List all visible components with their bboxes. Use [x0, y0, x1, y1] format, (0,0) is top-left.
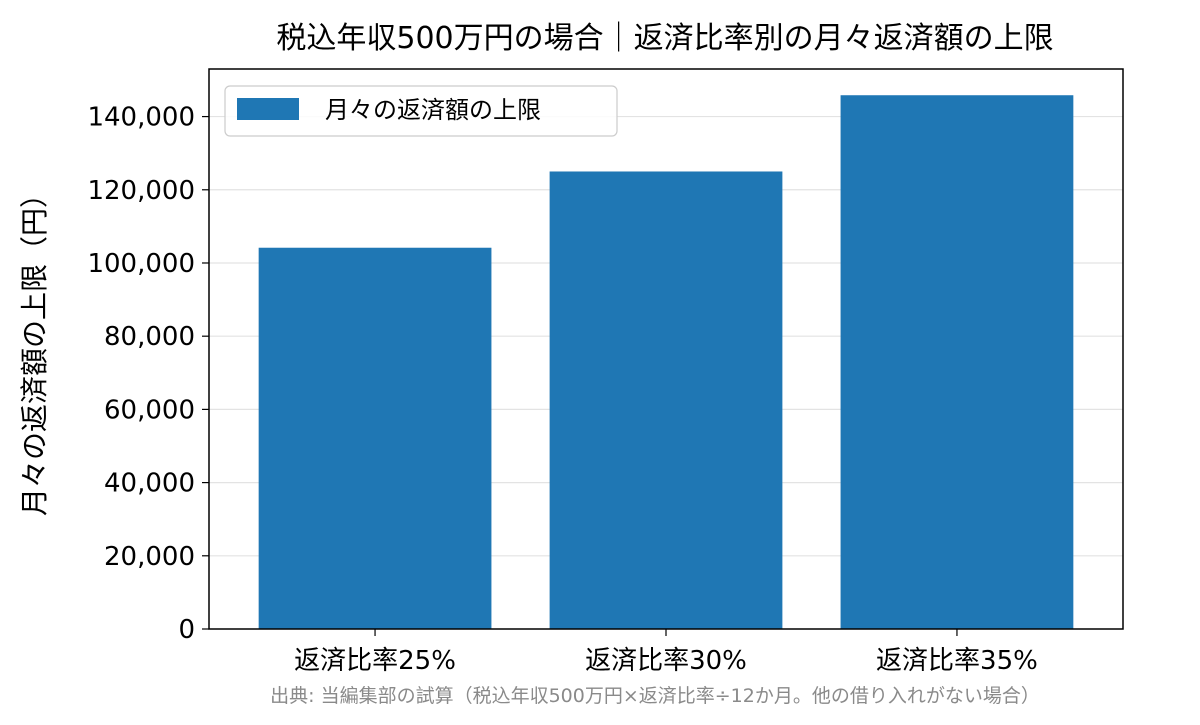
y-tick-label: 0 [178, 615, 195, 645]
bars [258, 95, 1074, 630]
bar [258, 247, 492, 629]
x-tick-label: 返済比率35% [876, 646, 1038, 676]
x-tick-label: 返済比率30% [585, 646, 747, 676]
bar [840, 95, 1074, 629]
y-axis-label: 月々の返済額の上限（円） [18, 180, 51, 516]
legend-label: 月々の返済額の上限 [325, 96, 541, 124]
bar [549, 171, 783, 630]
y-tick-label: 140,000 [87, 103, 195, 133]
x-tick-label: 返済比率25% [294, 646, 456, 676]
legend-frame [224, 85, 618, 137]
y-tick-label: 80,000 [104, 322, 195, 352]
x-axis-ticks: 返済比率25% 返済比率30% 返済比率35% [294, 629, 1038, 676]
legend: 月々の返済額の上限 [224, 85, 618, 137]
y-tick-label: 60,000 [104, 395, 195, 425]
y-tick-label: 120,000 [87, 176, 195, 206]
y-axis-ticks: 0 20,000 40,000 60,000 80,000 100,000 120,000 1… [87, 103, 209, 645]
chart-title: 税込年収500万円の場合｜返済比率別の月々返済額の上限 [276, 21, 1053, 56]
legend-swatch [237, 98, 299, 120]
y-tick-label: 40,000 [104, 469, 195, 499]
y-tick-label: 20,000 [104, 542, 195, 572]
source-note: 出典: 当編集部の試算（税込年収500万円×返済比率÷12か月。他の借り入れがな… [270, 685, 1040, 707]
y-tick-label: 100,000 [87, 249, 195, 279]
